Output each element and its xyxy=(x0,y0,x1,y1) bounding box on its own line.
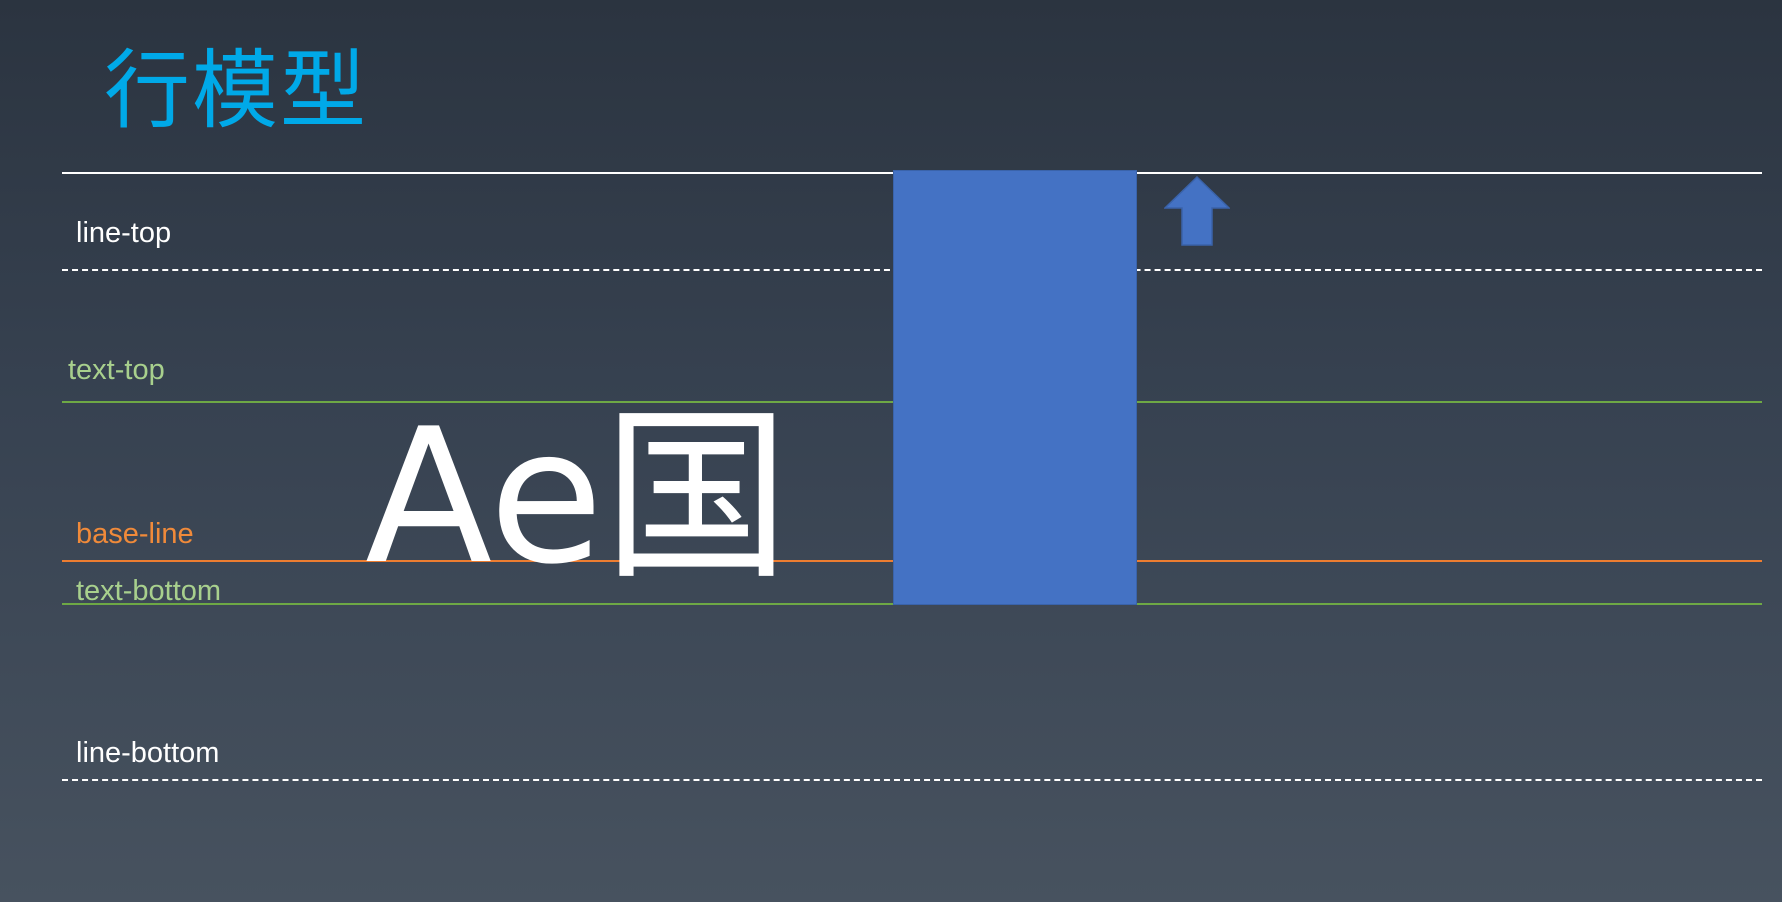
line-top-label: line-top xyxy=(76,217,172,249)
sample-glyphs: Ae国 xyxy=(365,388,790,605)
base-line-label: base-line xyxy=(76,518,194,550)
line-bottom-label: line-bottom xyxy=(76,737,220,769)
line-bottom-dashed-line xyxy=(62,779,1762,781)
text-top-label: text-top xyxy=(68,354,165,386)
up-arrow-icon xyxy=(1164,176,1230,246)
inline-block-box xyxy=(893,170,1137,605)
text-bottom-label: text-bottom xyxy=(76,575,222,607)
slide-title: 行模型 xyxy=(104,41,368,141)
